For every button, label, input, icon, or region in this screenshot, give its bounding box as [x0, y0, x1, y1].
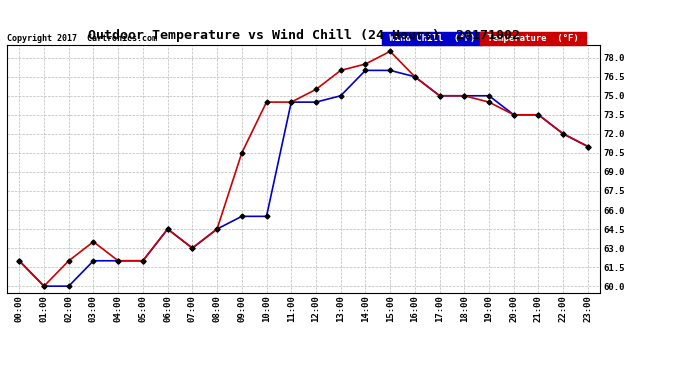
Text: Temperature  (°F): Temperature (°F) — [482, 34, 584, 43]
Title: Outdoor Temperature vs Wind Chill (24 Hours)  20171002: Outdoor Temperature vs Wind Chill (24 Ho… — [88, 29, 520, 42]
Text: Copyright 2017  Cartronics.com: Copyright 2017 Cartronics.com — [7, 34, 157, 43]
Text: Wind Chill  (°F): Wind Chill (°F) — [384, 34, 480, 43]
